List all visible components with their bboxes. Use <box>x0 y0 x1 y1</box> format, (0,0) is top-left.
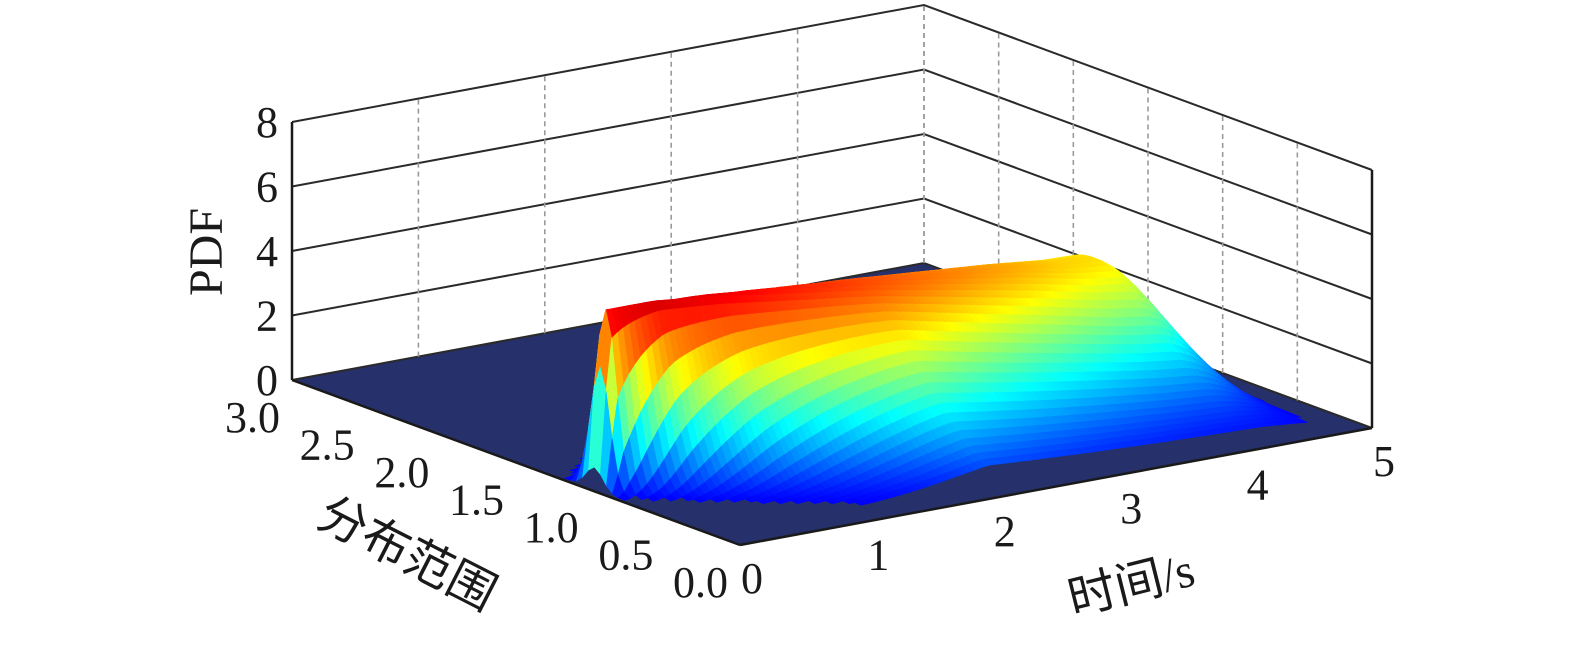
chart-svg: 0123450.00.51.01.52.02.53.002468 PDF 分布范… <box>0 0 1575 646</box>
surface-chart: 0123450.00.51.01.52.02.53.002468 PDF 分布范… <box>0 0 1575 646</box>
